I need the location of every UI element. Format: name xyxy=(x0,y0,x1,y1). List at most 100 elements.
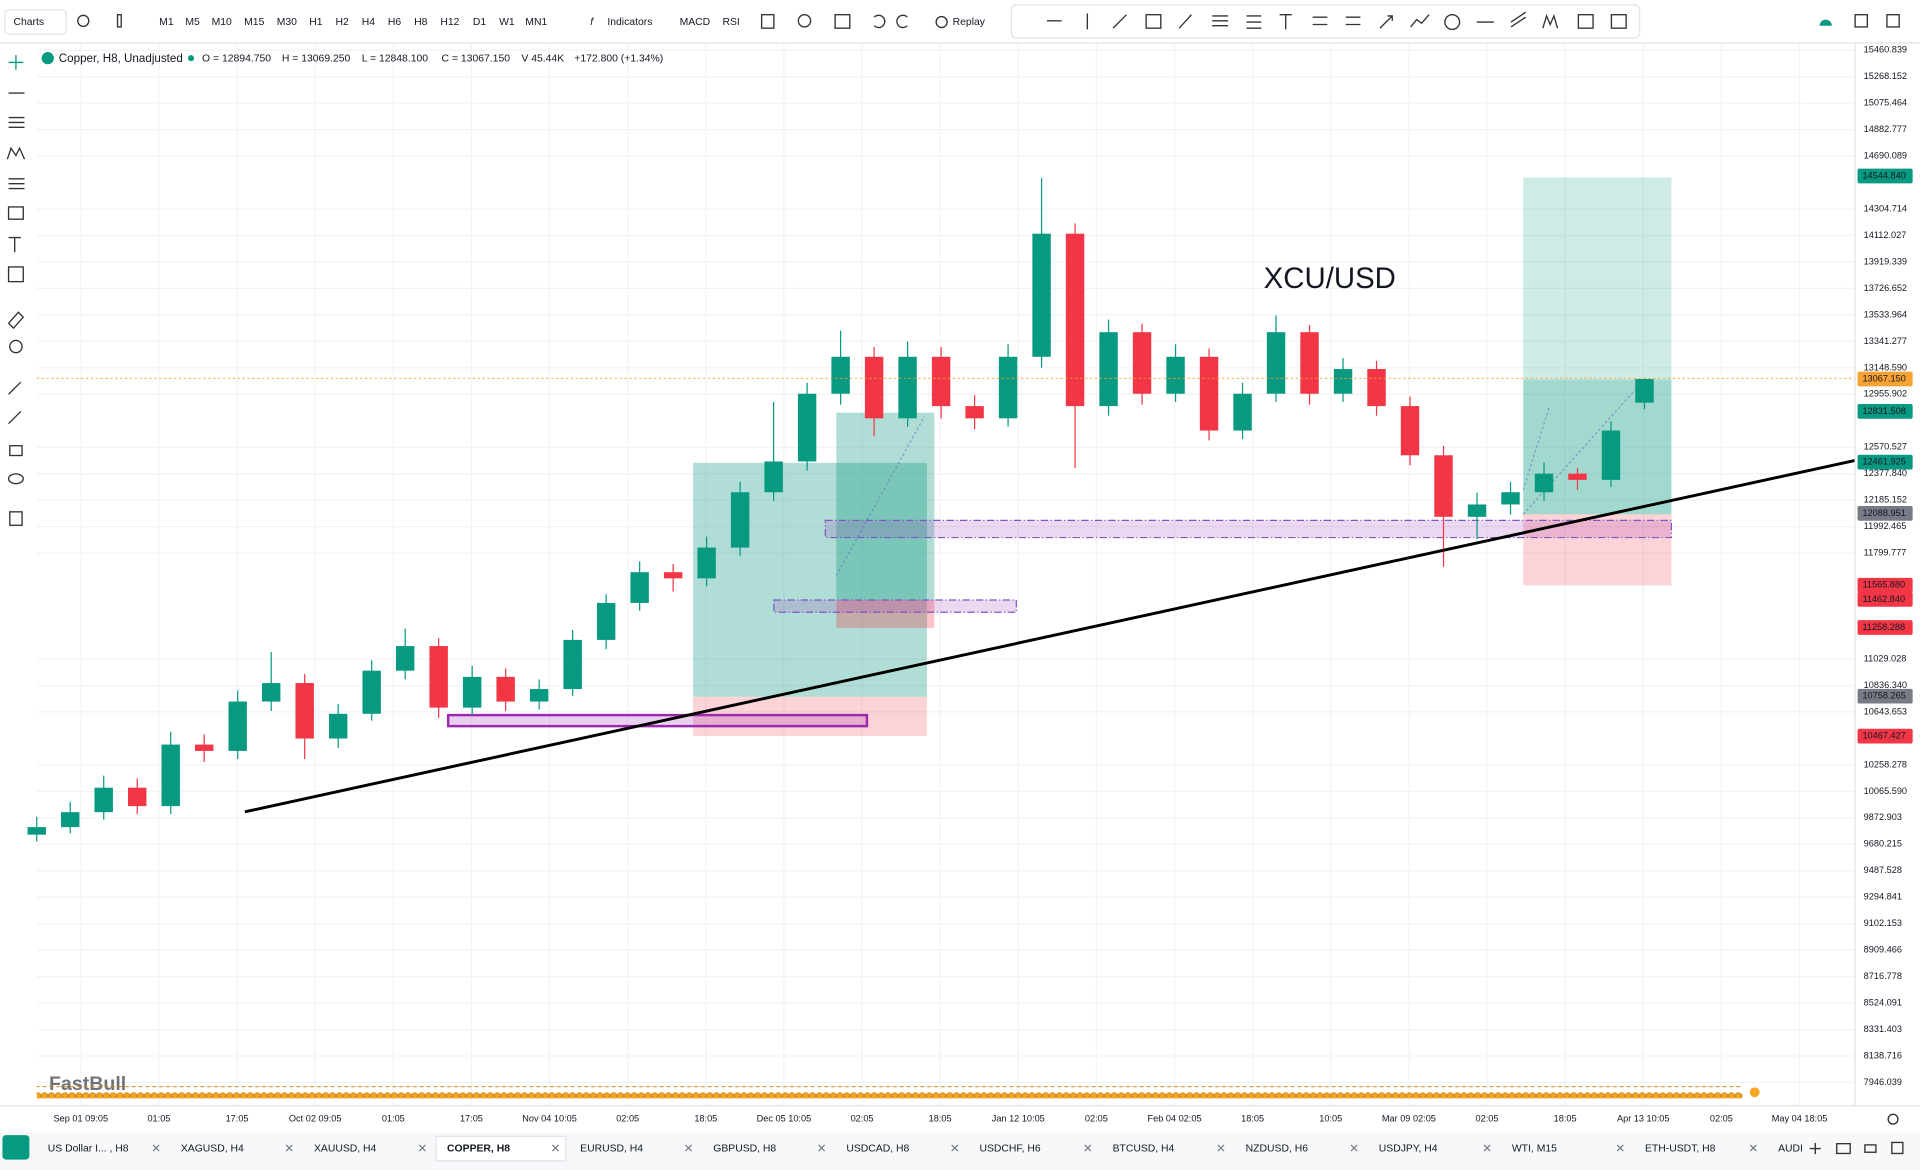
tab-label[interactable]: XAGUSD, H4 xyxy=(181,1143,244,1154)
timeframe-button[interactable]: M15 xyxy=(244,17,264,28)
price-tick-label: 15075.464 xyxy=(1864,98,1907,108)
timeframe-button[interactable]: H2 xyxy=(336,17,350,28)
tab-close[interactable] xyxy=(152,1144,160,1152)
tab-close[interactable] xyxy=(418,1144,426,1152)
tab-label[interactable]: AUDI xyxy=(1778,1143,1803,1154)
candle-type-icon[interactable] xyxy=(116,14,122,28)
price-tick-label: 11992.465 xyxy=(1864,521,1907,531)
fx-icon[interactable]: f xyxy=(590,17,594,28)
tab-close[interactable] xyxy=(951,1144,959,1152)
price-badge-label: 11258.288 xyxy=(1862,622,1905,632)
timeframe-button[interactable]: W1 xyxy=(499,17,515,28)
minimize[interactable] xyxy=(1864,1144,1877,1153)
timeframe-button[interactable]: H8 xyxy=(414,17,428,28)
long-position-loss xyxy=(836,600,935,629)
add-tab[interactable] xyxy=(1809,1143,1821,1155)
drawing-tools[interactable] xyxy=(1046,11,1627,31)
candle-body xyxy=(1400,406,1420,456)
tab-close[interactable] xyxy=(1483,1144,1491,1152)
time-tick-label: Mar 09 02:05 xyxy=(1382,1114,1436,1124)
replay-icon[interactable] xyxy=(935,15,948,29)
candle-body xyxy=(261,683,281,702)
legend-value: C = 13067.150 xyxy=(442,54,511,65)
tab-close[interactable] xyxy=(818,1144,826,1152)
tab-label[interactable]: US Dollar I... , H8 xyxy=(48,1143,129,1154)
candle-body xyxy=(228,701,247,751)
calendar-icon[interactable] xyxy=(834,14,851,29)
tab-close[interactable] xyxy=(1350,1144,1358,1152)
tab-label[interactable]: USDJPY, H4 xyxy=(1379,1143,1438,1154)
expand[interactable] xyxy=(1891,1141,1904,1155)
events-row[interactable] xyxy=(36,1086,1743,1099)
timeframe-button[interactable]: M30 xyxy=(277,17,297,28)
alert-icon[interactable] xyxy=(797,14,812,28)
favorites-button[interactable] xyxy=(2,1135,30,1160)
time-tick-label: 18:05 xyxy=(929,1114,952,1124)
rsi-button[interactable]: RSI xyxy=(722,17,739,28)
tab-close[interactable] xyxy=(1217,1144,1225,1152)
undo-icon[interactable] xyxy=(873,14,886,29)
tab-close[interactable] xyxy=(685,1144,693,1152)
tab-label[interactable]: COPPER, H8 xyxy=(447,1143,510,1154)
timeframe-button[interactable]: M1 xyxy=(159,17,174,28)
active-tab[interactable] xyxy=(435,1135,567,1162)
candle-body xyxy=(1099,332,1118,407)
timeframe-button[interactable]: H12 xyxy=(440,17,459,28)
candle-body xyxy=(1199,356,1219,431)
candle-body xyxy=(1501,492,1520,505)
tab-label[interactable]: ETH-USDT, H8 xyxy=(1645,1143,1716,1154)
tab-close[interactable] xyxy=(551,1144,559,1152)
price-badge xyxy=(1857,592,1913,607)
timeframe-button[interactable]: H4 xyxy=(362,17,376,28)
tab-label[interactable]: USDCAD, H8 xyxy=(846,1143,909,1154)
share-icon[interactable] xyxy=(1854,14,1869,28)
tab-label[interactable]: GBPUSD, H8 xyxy=(713,1143,776,1154)
left-toolbar[interactable] xyxy=(6,55,26,526)
settings-icon[interactable] xyxy=(1887,1113,1899,1125)
timeframe-button[interactable]: MN1 xyxy=(525,17,547,28)
price-badge xyxy=(1857,728,1913,744)
timeframe-button[interactable]: D1 xyxy=(473,17,487,28)
price-tick-label: 14882.777 xyxy=(1864,124,1907,134)
fullscreen-icon[interactable] xyxy=(1886,14,1900,28)
layout-toggle[interactable] xyxy=(1836,1143,1851,1155)
time-tick-label: 02:05 xyxy=(851,1114,874,1124)
tab-close[interactable] xyxy=(285,1144,293,1152)
timeframe-button[interactable]: M5 xyxy=(185,17,200,28)
redo-icon[interactable] xyxy=(896,14,908,29)
price-tick-label: 12955.902 xyxy=(1864,389,1907,399)
cloud-icon[interactable] xyxy=(1819,19,1832,26)
search-icon[interactable] xyxy=(77,14,90,27)
price-tick-label: 13148.590 xyxy=(1864,362,1907,372)
replay-button[interactable]: Replay xyxy=(953,17,986,28)
timeframe-button[interactable]: M10 xyxy=(212,17,232,28)
tab-label[interactable]: EURUSD, H4 xyxy=(580,1143,643,1154)
timeframe-button[interactable]: H1 xyxy=(309,17,323,28)
indicators-button[interactable]: Indicators xyxy=(607,17,652,28)
candle-body xyxy=(1065,233,1085,407)
price-badge xyxy=(1857,404,1913,419)
event[interactable] xyxy=(1749,1087,1760,1098)
price-tick-label: 8331.403 xyxy=(1864,1024,1902,1034)
price-tick-label: 9872.903 xyxy=(1864,812,1902,822)
tab-close[interactable] xyxy=(1084,1144,1092,1152)
candle-body xyxy=(630,572,649,603)
layout-icon[interactable] xyxy=(760,14,775,29)
tab-close[interactable] xyxy=(1616,1144,1624,1152)
tab-close[interactable] xyxy=(1749,1144,1757,1152)
tab-label[interactable]: BTCUSD, H4 xyxy=(1113,1143,1175,1154)
candle-body xyxy=(94,787,113,813)
charts-menu-label[interactable]: Charts xyxy=(13,17,44,28)
tab-label[interactable]: USDCHF, H6 xyxy=(979,1143,1040,1154)
tab-label[interactable]: NZDUSD, H6 xyxy=(1246,1143,1309,1154)
timeframe-button[interactable]: H6 xyxy=(388,17,402,28)
tab-label[interactable]: WTI, M15 xyxy=(1512,1143,1557,1154)
legend-value: +172.800 (+1.34%) xyxy=(574,54,663,65)
price-badge-label: 12461.925 xyxy=(1862,457,1905,467)
price-tick-label: 8138.716 xyxy=(1864,1050,1902,1060)
macd-button[interactable]: MACD xyxy=(680,17,711,28)
charts-menu[interactable] xyxy=(4,9,67,35)
tab-label[interactable]: XAUUSD, H4 xyxy=(314,1143,377,1154)
time-tick-label: 01:05 xyxy=(382,1114,405,1124)
